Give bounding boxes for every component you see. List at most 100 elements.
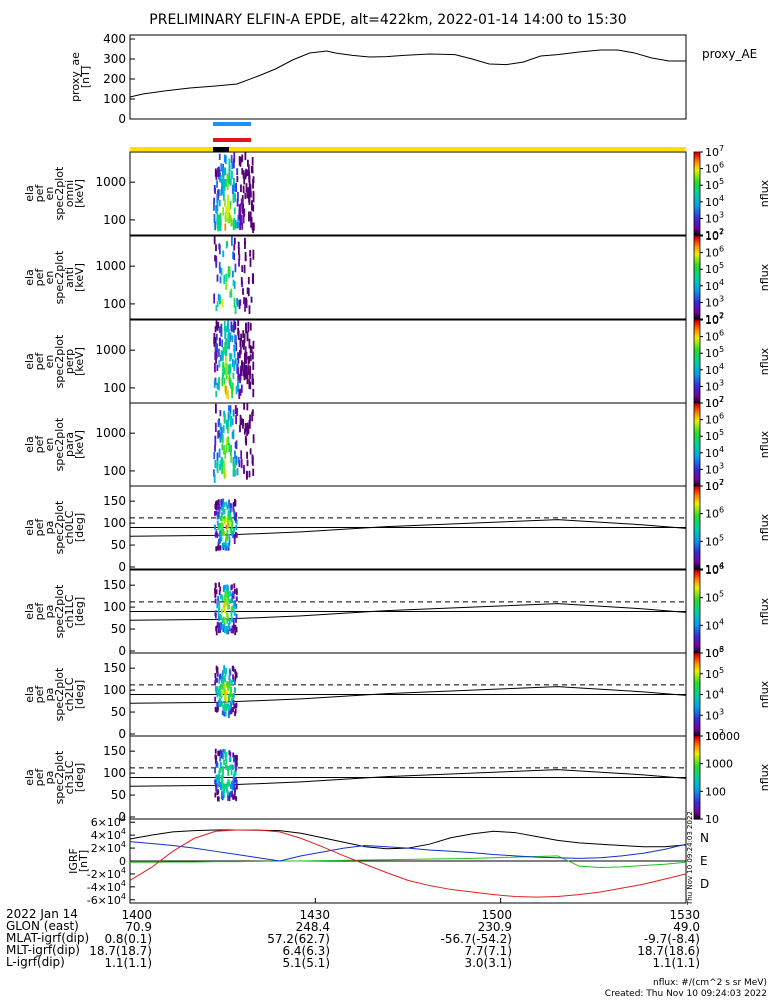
- pitch-angle-pixel: [230, 517, 233, 523]
- pitch-angle-pixel: [215, 778, 218, 784]
- spectrogram-colorbar-tick-label: 102: [705, 227, 724, 242]
- pitch-angle-colorbar-cell: [694, 659, 700, 662]
- pitch-angle-pixel: [218, 674, 221, 680]
- spectrogram-pixel: [233, 237, 236, 245]
- pitch-angle-pixel: [221, 710, 224, 716]
- spectrogram-pixel: [213, 200, 215, 211]
- spectrogram-pixel: [231, 185, 234, 194]
- spectrogram-pixel: [222, 361, 225, 371]
- spectrogram-pixel: [218, 448, 221, 458]
- pitch-angle-ylabel-line-3: spec2plot: [53, 750, 66, 804]
- spectrogram-ylabel-line-5: [keV]: [73, 263, 86, 292]
- spectrogram-pixel: [233, 178, 235, 187]
- pitch-angle-pixel: [220, 524, 223, 530]
- pitch-angle-pixel: [230, 611, 233, 617]
- spectrogram-pixel: [244, 422, 247, 432]
- spectrogram-colorbar-tick-label: 103: [705, 210, 724, 225]
- pitch-angle-colorbar-cell: [694, 601, 700, 604]
- pitch-angle-colorbar-cell: [694, 510, 700, 514]
- pitch-angle-pixel: [214, 779, 217, 785]
- pitch-angle-colorbar-tick-label: 104: [705, 687, 724, 702]
- spectrogram-pixel: [237, 330, 240, 340]
- spectrogram-pixel: [229, 353, 232, 362]
- spectrogram-colorbar-cell: [694, 205, 700, 209]
- spectrogram-pixel: [252, 192, 255, 203]
- pitch-angle-colorbar-cell: [694, 634, 700, 637]
- spectrogram-colorbar-cell: [694, 230, 700, 234]
- spectrogram-colorbar-cell: [694, 170, 700, 174]
- spectrogram-colorbar-cell: [694, 189, 700, 193]
- spectrogram-colorbar-cell: [694, 164, 700, 168]
- spectrogram-pixel: [234, 321, 237, 330]
- spectrogram-pixel: [232, 158, 235, 169]
- spectrogram-colorbar-cell: [694, 469, 700, 473]
- pitch-angle-ylabel-line-5: [deg]: [73, 597, 86, 626]
- pitch-angle-colorbar-cell: [694, 655, 700, 658]
- orbit-info-value: 7.7(7.1): [464, 944, 512, 958]
- spectrogram-pixel: [237, 221, 239, 229]
- pitch-angle-pixel: [219, 515, 222, 521]
- spectrogram-pixel: [231, 270, 234, 278]
- spectrogram-colorbar-cell: [694, 218, 700, 222]
- spectrogram-colorbar-cell: [694, 158, 700, 161]
- spectrogram-ylabel-line-5: [keV]: [73, 179, 86, 208]
- pitch-angle-pixel: [214, 510, 216, 516]
- pitch-angle-ytick-label: 150: [103, 494, 126, 508]
- pitch-angle-pixel: [220, 512, 223, 518]
- spectrogram-pixel: [228, 166, 231, 176]
- pitch-angle-pixel: [229, 507, 232, 513]
- spectrogram-pixel: [252, 340, 255, 349]
- spectrogram-ylabel-line-3: spec2plot: [53, 250, 66, 304]
- pitch-angle-pixel: [215, 500, 218, 506]
- spectrogram-pixel: [213, 236, 216, 245]
- pitch-angle-pixel: [234, 669, 237, 675]
- pitch-angle-pixel: [219, 749, 222, 755]
- pitch-angle-pixel: [233, 515, 236, 521]
- spectrogram-colorbar-cell: [694, 353, 700, 356]
- pitch-angle-pixel: [232, 777, 235, 783]
- pitch-angle-colorbar-cell: [694, 769, 700, 772]
- spectrogram-pixel: [252, 178, 254, 189]
- spectrogram-colorbar-cell: [694, 334, 700, 338]
- pitch-angle-pixel: [233, 509, 236, 515]
- pitch-angle-colorbar-tick-label: 107: [705, 478, 724, 493]
- orbit-info-table: 2022 Jan 14 GLON (east) MLAT-igrf(dip) M…: [6, 908, 706, 968]
- spectrogram-colorbar-cell: [694, 154, 700, 157]
- spectrogram-pixel: [222, 250, 225, 257]
- spectrogram-pixel: [233, 351, 236, 358]
- spectrogram-pixel: [241, 222, 244, 230]
- pitch-angle-pixel: [231, 617, 233, 623]
- spectrogram-colorbar-cell: [694, 481, 700, 485]
- pitch-angle-pixel: [221, 783, 224, 789]
- spectrogram-pixel: [246, 169, 249, 177]
- pitch-angle-pixel: [232, 785, 235, 791]
- pitch-angle-pixel: [222, 793, 225, 799]
- pitch-angle-colorbar-cell: [694, 758, 700, 762]
- spectrogram-pixel: [228, 205, 231, 216]
- spectrogram-pixel: [234, 263, 237, 273]
- spectrogram-pixel: [228, 212, 230, 220]
- pitch-angle-ylabel-line-5: [deg]: [73, 680, 86, 709]
- pitch-angle-pixel: [234, 711, 236, 717]
- spectrogram-pixel: [233, 463, 236, 473]
- pitch-angle-pixel: [229, 705, 232, 711]
- spectrogram-colorbar-cell: [694, 440, 700, 444]
- spectrogram-colorbar-cell: [694, 444, 700, 448]
- spectrogram-colorbar-cell: [694, 246, 700, 250]
- figure-title: PRELIMINARY ELFIN-A EPDE, alt=422km, 202…: [149, 12, 626, 28]
- spectrogram-pixel: [247, 164, 250, 173]
- pitch-angle-ylabel-line-5: [deg]: [73, 763, 86, 792]
- spectrogram-pixel: [226, 325, 228, 333]
- pitch-angle-pixel: [228, 710, 230, 716]
- pitch-angle-pixel: [214, 768, 216, 774]
- pitch-angle-pixel: [232, 677, 235, 683]
- pitch-angle-pixel: [214, 587, 216, 593]
- igrf-ytick-label: -2×104: [87, 866, 126, 881]
- spectrogram-colorbar-cell: [694, 403, 700, 406]
- units-note: nflux: #/(cm^2 s sr MeV): [653, 978, 767, 988]
- spectrogram-pixel: [215, 305, 218, 312]
- pitch-angle-colorbar-cell: [694, 742, 700, 745]
- spectrogram-colorbar-tick-label: 107: [705, 395, 724, 410]
- pitch-angle-colorbar-cell: [694, 667, 700, 671]
- spectrogram-pixel: [252, 204, 255, 212]
